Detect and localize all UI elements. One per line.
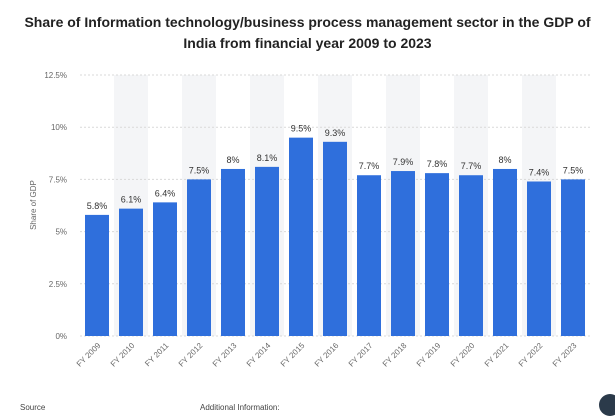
bar[interactable] bbox=[85, 214, 109, 336]
bar[interactable] bbox=[255, 166, 279, 336]
chart-title: Share of Information technology/business… bbox=[24, 14, 591, 51]
data-label: 6.1% bbox=[121, 195, 142, 205]
x-tick-label: FY 2022 bbox=[517, 341, 545, 369]
bar[interactable] bbox=[187, 179, 211, 336]
data-labels: 5.8% 6.1% 6.4% 7.5% 8% 8.1% 9.5% 9.3% 7.7% 7.9% 7.… bbox=[87, 124, 584, 211]
bar[interactable] bbox=[527, 181, 551, 336]
x-tick-label: FY 2021 bbox=[483, 341, 511, 369]
data-label: 7.7% bbox=[461, 161, 482, 171]
data-label: 6.4% bbox=[155, 188, 176, 198]
x-tick-label: FY 2018 bbox=[381, 341, 409, 369]
bar[interactable] bbox=[561, 179, 585, 336]
data-label: 8% bbox=[498, 155, 511, 165]
y-axis-label: Share of GDP bbox=[29, 180, 38, 230]
bar[interactable] bbox=[289, 137, 313, 336]
data-label: 8.1% bbox=[257, 153, 278, 163]
additional-information-link[interactable]: Additional Information: bbox=[200, 403, 280, 412]
x-tick-label: FY 2011 bbox=[143, 341, 171, 369]
x-axis-ticks: FY 2009 FY 2010 FY 2011 FY 2012 FY 2013 FY 20… bbox=[75, 341, 579, 369]
data-label: 7.5% bbox=[189, 165, 210, 175]
bar[interactable] bbox=[357, 175, 381, 336]
bar[interactable] bbox=[323, 141, 347, 336]
data-label: 9.5% bbox=[291, 124, 312, 134]
bar[interactable] bbox=[153, 202, 177, 336]
data-label: 7.8% bbox=[427, 159, 448, 169]
x-tick-label: FY 2015 bbox=[279, 341, 307, 369]
x-tick-label: FY 2013 bbox=[211, 341, 239, 369]
y-tick-label: 12.5% bbox=[44, 71, 67, 80]
bar[interactable] bbox=[459, 175, 483, 336]
y-tick-label: 7.5% bbox=[49, 175, 67, 184]
bar[interactable] bbox=[425, 173, 449, 336]
x-tick-label: FY 2023 bbox=[551, 341, 579, 369]
data-label: 7.7% bbox=[359, 161, 380, 171]
data-label: 8% bbox=[226, 155, 239, 165]
y-tick-label: 0% bbox=[55, 332, 67, 341]
bar[interactable] bbox=[493, 168, 517, 336]
x-tick-label: FY 2019 bbox=[415, 341, 443, 369]
x-tick-label: FY 2020 bbox=[449, 341, 477, 369]
bar[interactable] bbox=[119, 208, 143, 336]
y-tick-label: 2.5% bbox=[49, 280, 67, 289]
source-link[interactable]: Source bbox=[20, 403, 46, 412]
data-label: 5.8% bbox=[87, 201, 108, 211]
data-label: 7.9% bbox=[393, 157, 414, 167]
x-tick-label: FY 2012 bbox=[177, 341, 205, 369]
bar[interactable] bbox=[221, 168, 245, 336]
data-label: 7.4% bbox=[529, 167, 550, 177]
data-label: 9.3% bbox=[325, 128, 346, 138]
x-tick-label: FY 2014 bbox=[245, 341, 273, 369]
y-tick-label: 5% bbox=[55, 228, 67, 237]
bars bbox=[85, 137, 585, 336]
widget-icon[interactable] bbox=[599, 394, 615, 416]
data-label: 7.5% bbox=[563, 165, 584, 175]
x-tick-label: FY 2009 bbox=[75, 341, 103, 369]
x-tick-label: FY 2016 bbox=[313, 341, 341, 369]
y-tick-label: 10% bbox=[51, 123, 67, 132]
x-tick-label: FY 2010 bbox=[109, 341, 137, 369]
x-tick-label: FY 2017 bbox=[347, 341, 375, 369]
y-axis-ticks: 0% 2.5% 5% 7.5% 10% 12.5% bbox=[44, 71, 67, 341]
bar[interactable] bbox=[391, 171, 415, 336]
